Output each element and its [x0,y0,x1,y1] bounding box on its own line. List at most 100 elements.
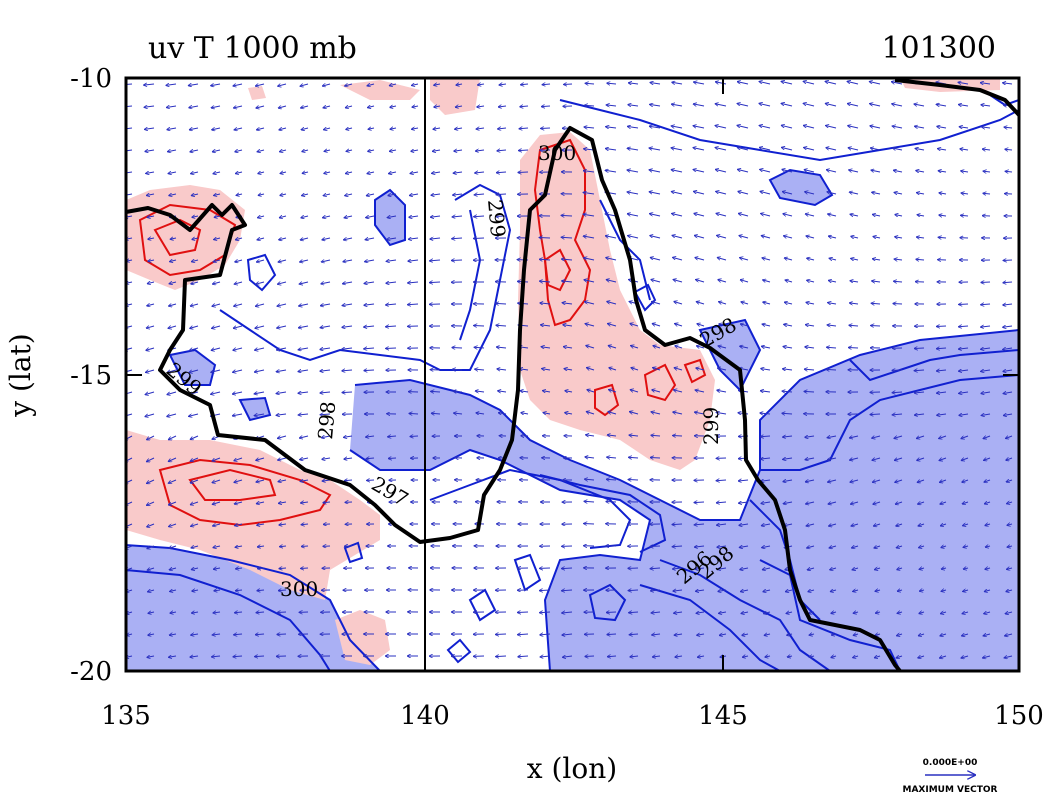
wind-vector-arrow [277,634,287,635]
wind-vector-arrow [126,501,133,506]
wind-vector-arrow [914,104,925,106]
wind-vector-arrow [847,81,859,85]
wind-vector-arrow [961,171,969,172]
wind-vector-arrow [693,148,705,151]
wind-vector-arrow [607,656,617,657]
wind-vector-arrow [321,436,331,438]
wind-vector-arrow [740,258,749,260]
wind-vector-arrow [430,260,441,261]
wind-vector-arrow [214,194,221,196]
wind-vector-arrow [433,128,441,129]
wind-vector-arrow [214,590,221,591]
wind-vector-arrow [961,458,969,461]
wind-vector-arrow [674,368,683,370]
wind-vector-arrow [826,170,837,173]
wind-vector-arrow [826,148,837,151]
wind-vector-arrow [211,369,221,372]
wind-vector-arrow [716,412,727,414]
wind-vector-arrow [368,150,375,151]
wind-vector-arrow [983,634,991,636]
wind-vector-arrow [629,634,639,635]
wind-vector-arrow [761,524,771,526]
wind-vector-arrow [211,656,221,657]
wind-vector-arrow [828,502,837,504]
wind-vector-arrow [539,281,551,282]
wind-vector-arrow [1007,502,1013,504]
wind-vector-arrow [278,480,287,482]
wind-vector-arrow [258,194,265,195]
wind-vector-arrow [847,104,859,107]
wind-vector-arrow [235,150,243,152]
wind-vector-arrow [342,348,353,349]
wind-vector-arrow [894,259,903,260]
wind-vector-arrow [697,634,705,635]
wind-vector-arrow [496,347,507,348]
wind-vector-arrow [212,304,221,306]
wind-vector-arrow [477,106,485,107]
wind-vector-arrow [825,103,837,107]
wind-vector-arrow [673,390,683,392]
wind-vector-arrow [365,260,375,262]
wind-vector-arrow [784,236,793,238]
wind-vector-arrow [409,194,419,196]
wind-vector-arrow [235,524,243,526]
warm-contours [138,138,707,527]
vector-key-value: 0.000E+00 [923,758,978,768]
wind-vector-arrow [653,346,661,348]
wind-vector-arrow [892,392,903,393]
wind-vector-arrow [148,612,155,613]
wind-vector-arrow [147,304,155,306]
wind-vector-arrow [539,612,551,613]
wind-vector-arrow [828,236,837,238]
wind-vector-arrow [605,236,617,239]
wind-vector-arrow [606,502,617,503]
wind-vector-arrow [301,524,309,525]
y-axis-label: y (lat) [4,333,37,417]
wind-vector-arrow [456,84,463,85]
wind-vector-arrow [694,82,705,84]
wind-vector-arrow [366,194,375,196]
wind-vector-arrow [782,413,793,414]
wind-vector-arrow [147,282,155,284]
wind-vector-arrow [234,304,243,306]
wind-vector-arrow [850,502,859,504]
wind-vector-arrow [984,502,991,504]
wind-vector-arrow [937,149,947,150]
wind-vector-arrow [916,193,925,194]
wind-vector-arrow [958,370,969,371]
wind-vector-arrow [562,656,573,657]
wind-vector-arrow [940,502,947,504]
wind-vector-arrow [189,106,199,108]
wind-vector-arrow [431,194,441,195]
wind-vector-arrow [167,150,177,152]
wind-vector-arrow [827,347,837,348]
wind-vector-arrow [190,457,199,461]
wind-vector-arrow [830,590,837,592]
wind-vector-arrow [650,258,661,261]
wind-vector-arrow [607,457,617,458]
wind-vector-arrow [653,368,661,370]
wind-vector-arrow [897,612,903,613]
wind-vector-arrow [169,634,177,635]
wind-vector-arrow [235,260,243,262]
wind-vector-arrow [760,458,771,459]
wind-vector-arrow [874,568,881,570]
wind-vector-arrow [717,390,727,392]
wind-vector-arrow [345,106,353,108]
wind-vector-arrow [278,106,287,108]
wind-vector-arrow [324,128,331,130]
wind-vector-arrow [716,502,727,503]
wind-vector-arrow [565,413,573,414]
wind-vector-arrow [452,238,463,239]
wind-vector-arrow [984,590,991,592]
wind-vector-arrow [629,435,639,436]
wind-vector-arrow [806,302,815,304]
wind-vector-arrow [540,325,551,326]
wind-vector-arrow [144,128,155,129]
wind-vector-arrow [981,304,991,305]
wind-vector-arrow [563,347,573,348]
wind-vector-arrow [1005,612,1013,614]
wind-vector-arrow [785,280,793,282]
wind-vector-arrow [586,368,595,370]
wind-vector-arrow [983,193,991,194]
